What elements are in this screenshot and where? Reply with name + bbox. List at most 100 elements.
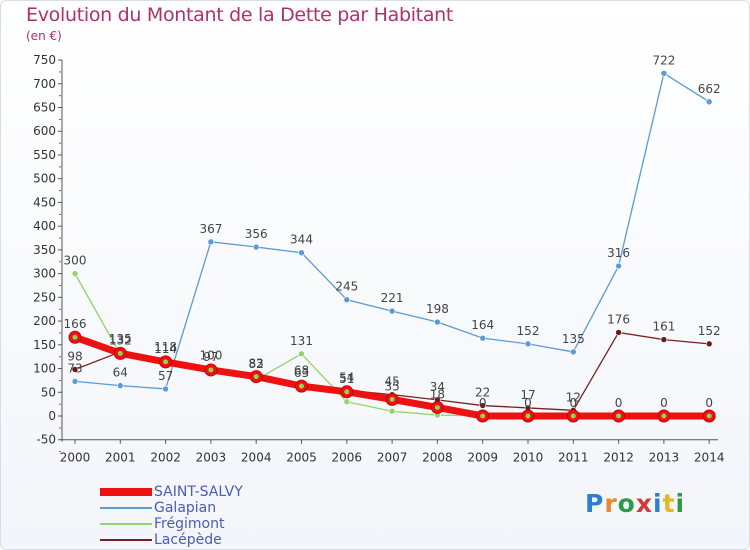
y-tick-label: 100 xyxy=(33,362,56,376)
x-tick-label: 2010 xyxy=(513,451,544,465)
data-label: 51 xyxy=(339,372,354,386)
data-label: 135 xyxy=(109,332,132,346)
x-tick-label: 2008 xyxy=(422,451,453,465)
data-point xyxy=(71,270,79,277)
chart-title: Evolution du Montant de la Dette par Hab… xyxy=(26,4,454,26)
data-label: 12 xyxy=(566,390,581,404)
legend-label: SAINT-SALVY xyxy=(154,484,243,500)
data-label: 166 xyxy=(64,317,87,331)
data-label: 68 xyxy=(294,364,309,378)
data-label: 0 xyxy=(705,396,713,410)
data-point xyxy=(705,98,713,106)
data-label: 0 xyxy=(660,396,668,410)
data-label: 161 xyxy=(652,320,675,334)
y-tick-label: 600 xyxy=(33,124,56,138)
y-tick-label: 450 xyxy=(33,195,56,209)
legend-swatch xyxy=(100,488,152,496)
data-label: 0 xyxy=(569,396,577,410)
data-point-center xyxy=(570,413,576,419)
data-point xyxy=(298,350,305,358)
data-point xyxy=(434,318,441,326)
data-point xyxy=(298,249,305,257)
y-tick-label: 200 xyxy=(33,314,56,328)
data-point xyxy=(615,329,622,336)
y-tick-label: 50 xyxy=(41,385,56,399)
chart-data-labels: 73 64 57 367 356 344 245 221 198 164 152 135 316 722 6… xyxy=(64,53,721,410)
y-tick-label: 550 xyxy=(33,148,56,162)
data-point xyxy=(660,336,668,343)
data-label: 152 xyxy=(517,324,540,338)
data-label: 114 xyxy=(154,342,177,356)
x-tick-label: 2005 xyxy=(286,451,317,465)
x-tick-label: 2003 xyxy=(196,451,227,465)
data-point xyxy=(71,366,79,373)
data-label: 221 xyxy=(381,291,404,305)
x-tick-label: 2002 xyxy=(150,451,181,465)
data-label: 367 xyxy=(199,222,222,236)
data-point-center xyxy=(706,413,712,419)
data-label: 18 xyxy=(430,387,445,401)
data-point-center xyxy=(616,413,622,419)
data-point xyxy=(569,348,577,356)
data-point xyxy=(71,378,79,385)
data-point xyxy=(660,70,668,77)
legend-label: Galapian xyxy=(154,500,217,516)
data-point-center xyxy=(525,413,531,419)
data-label: 0 xyxy=(615,396,623,410)
data-label: 152 xyxy=(698,324,721,338)
data-point xyxy=(615,262,622,270)
x-tick-label: 2004 xyxy=(241,451,272,465)
y-tick-label: 750 xyxy=(33,53,56,67)
data-point-center xyxy=(344,389,350,395)
proxiti-logo: Proxiti xyxy=(585,489,686,518)
data-point-center xyxy=(480,413,486,419)
y-tick-label: 300 xyxy=(33,267,56,281)
data-label: 0 xyxy=(524,396,532,410)
data-label: 63 xyxy=(294,366,309,380)
data-point-center xyxy=(389,396,395,402)
x-tick-label: 2014 xyxy=(694,451,725,465)
chart-axes: -500501001502002503003504004505005506006… xyxy=(33,53,724,465)
data-label: 98 xyxy=(67,349,82,363)
data-point-center xyxy=(208,367,214,373)
data-point-center xyxy=(163,359,169,365)
data-point xyxy=(162,385,169,393)
data-point xyxy=(388,407,396,415)
data-label: 17 xyxy=(520,388,535,402)
legend-swatch xyxy=(100,539,152,541)
data-label: 54 xyxy=(339,370,354,384)
y-tick-label: -50 xyxy=(36,433,56,447)
data-point-center xyxy=(72,334,78,340)
data-label: 356 xyxy=(245,227,268,241)
data-label: 0 xyxy=(479,396,487,410)
data-label: 57 xyxy=(158,369,173,383)
y-tick-label: 500 xyxy=(33,172,56,186)
data-label: 344 xyxy=(290,233,313,247)
x-tick-label: 2013 xyxy=(649,451,680,465)
data-label: 118 xyxy=(154,340,177,354)
data-label: 662 xyxy=(698,82,721,96)
data-point-center xyxy=(253,374,259,380)
data-point-center xyxy=(117,350,123,356)
legend-label: Lacépède xyxy=(154,532,222,548)
data-label: 100 xyxy=(199,349,222,363)
legend-swatch xyxy=(100,507,152,509)
x-tick-label: 2001 xyxy=(105,451,136,465)
data-label: 45 xyxy=(384,375,399,389)
data-label: 35 xyxy=(384,379,399,393)
x-tick-label: 2000 xyxy=(60,451,91,465)
data-point xyxy=(117,382,124,389)
data-label: 135 xyxy=(562,332,585,346)
data-label: 131 xyxy=(290,334,313,348)
data-point xyxy=(252,243,260,251)
data-label: 316 xyxy=(607,246,630,260)
data-point xyxy=(388,307,396,315)
data-label: 176 xyxy=(607,312,630,326)
y-tick-label: 650 xyxy=(33,101,56,115)
y-tick-label: 700 xyxy=(33,77,56,91)
data-point xyxy=(343,398,351,406)
chart-series xyxy=(68,70,716,423)
x-tick-label: 2007 xyxy=(377,451,408,465)
